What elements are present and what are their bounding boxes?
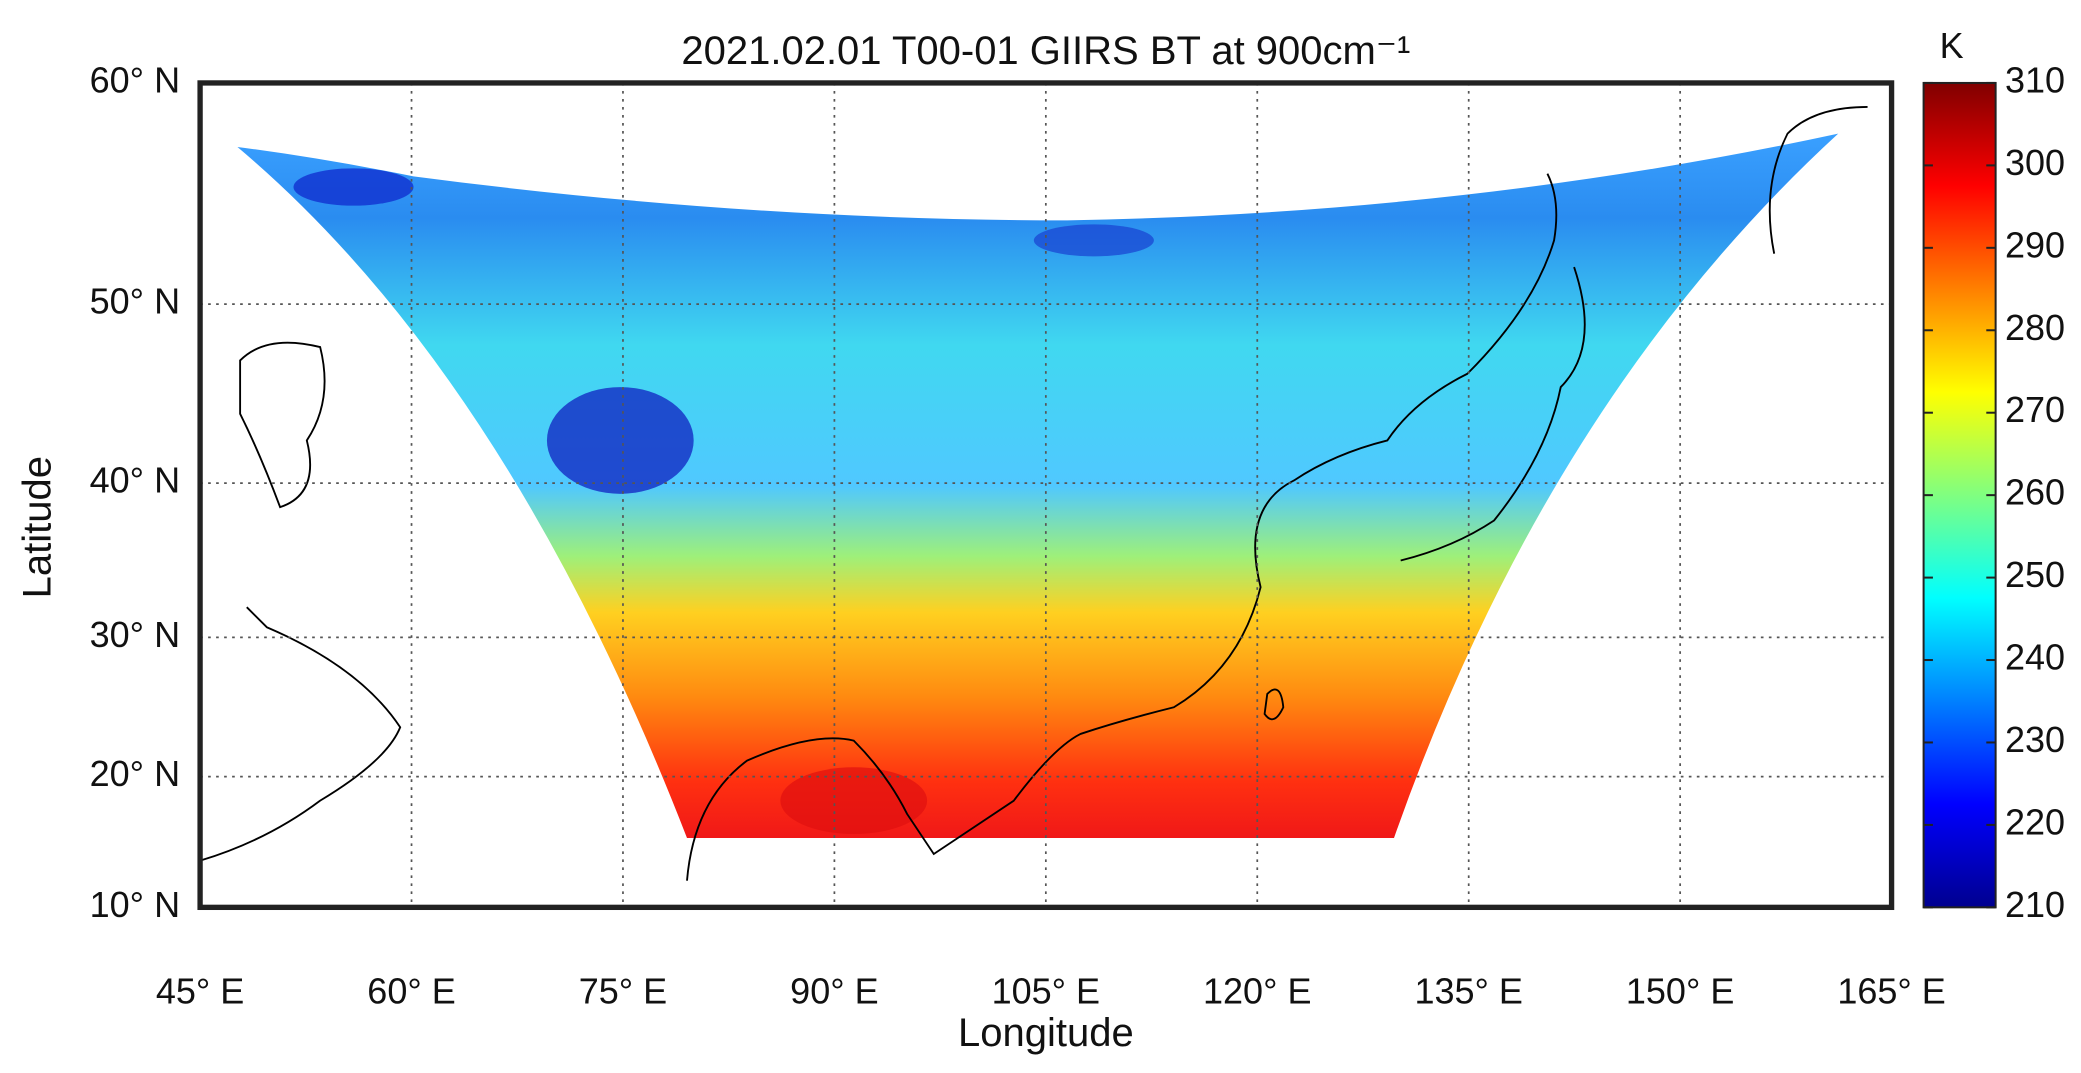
x-tick-label: 45° E: [156, 971, 244, 1012]
cold-region: [546, 387, 694, 494]
coastline: [199, 606, 402, 862]
x-tick-label: 165° E: [1837, 971, 1945, 1012]
coastline: [1768, 106, 1868, 254]
cold-region: [1033, 224, 1154, 257]
coastline: [1263, 688, 1285, 721]
y-tick-label: 20° N: [90, 753, 180, 794]
x-tick-label: 120° E: [1203, 971, 1311, 1012]
cold-region: [293, 168, 414, 206]
y-tick-label: 10° N: [90, 884, 180, 925]
y-tick-label: 60° N: [90, 59, 180, 100]
bt-swath: [237, 133, 1839, 838]
y-tick-label: 50° N: [90, 281, 180, 322]
plot-frame: [197, 80, 1895, 911]
y-tick-label: 30° N: [90, 614, 180, 655]
plot-area: [199, 106, 1868, 881]
colorbar-tick-label: 270: [2005, 389, 2065, 430]
colorbar-tick-label: 280: [2005, 307, 2065, 348]
coastline: [686, 173, 1558, 881]
colorbar-tick-label: 260: [2005, 472, 2065, 513]
colorbar-tick-label: 230: [2005, 719, 2065, 760]
x-tick-label: 105° E: [992, 971, 1100, 1012]
colorbar-tick-label: 220: [2005, 801, 2065, 842]
colorbar-tick-label: 300: [2005, 142, 2065, 183]
colorbar-tick-label: 210: [2005, 884, 2065, 925]
colorbar-tick-label: 250: [2005, 554, 2065, 595]
chart-title: 2021.02.01 T00-01 GIIRS BT at 900cm⁻¹: [681, 29, 1410, 73]
x-tick-label: 150° E: [1626, 971, 1734, 1012]
colorbar-tick-label: 240: [2005, 637, 2065, 678]
coastline: [239, 341, 326, 509]
colorbar-tick-label: 290: [2005, 224, 2065, 265]
colorbar: [1922, 81, 1997, 909]
x-tick-label: 60° E: [367, 971, 455, 1012]
y-tick-label: 40° N: [90, 460, 180, 501]
y-axis-label: Latitude: [16, 456, 60, 598]
x-tick-label: 75° E: [579, 971, 667, 1012]
coastline: [1400, 266, 1586, 562]
x-axis-label: Longitude: [958, 1011, 1134, 1055]
colorbar-label: K: [1940, 25, 1964, 66]
colorbar-tick-label: 310: [2005, 59, 2065, 100]
x-tick-label: 90° E: [790, 971, 878, 1012]
x-tick-label: 135° E: [1414, 971, 1522, 1012]
